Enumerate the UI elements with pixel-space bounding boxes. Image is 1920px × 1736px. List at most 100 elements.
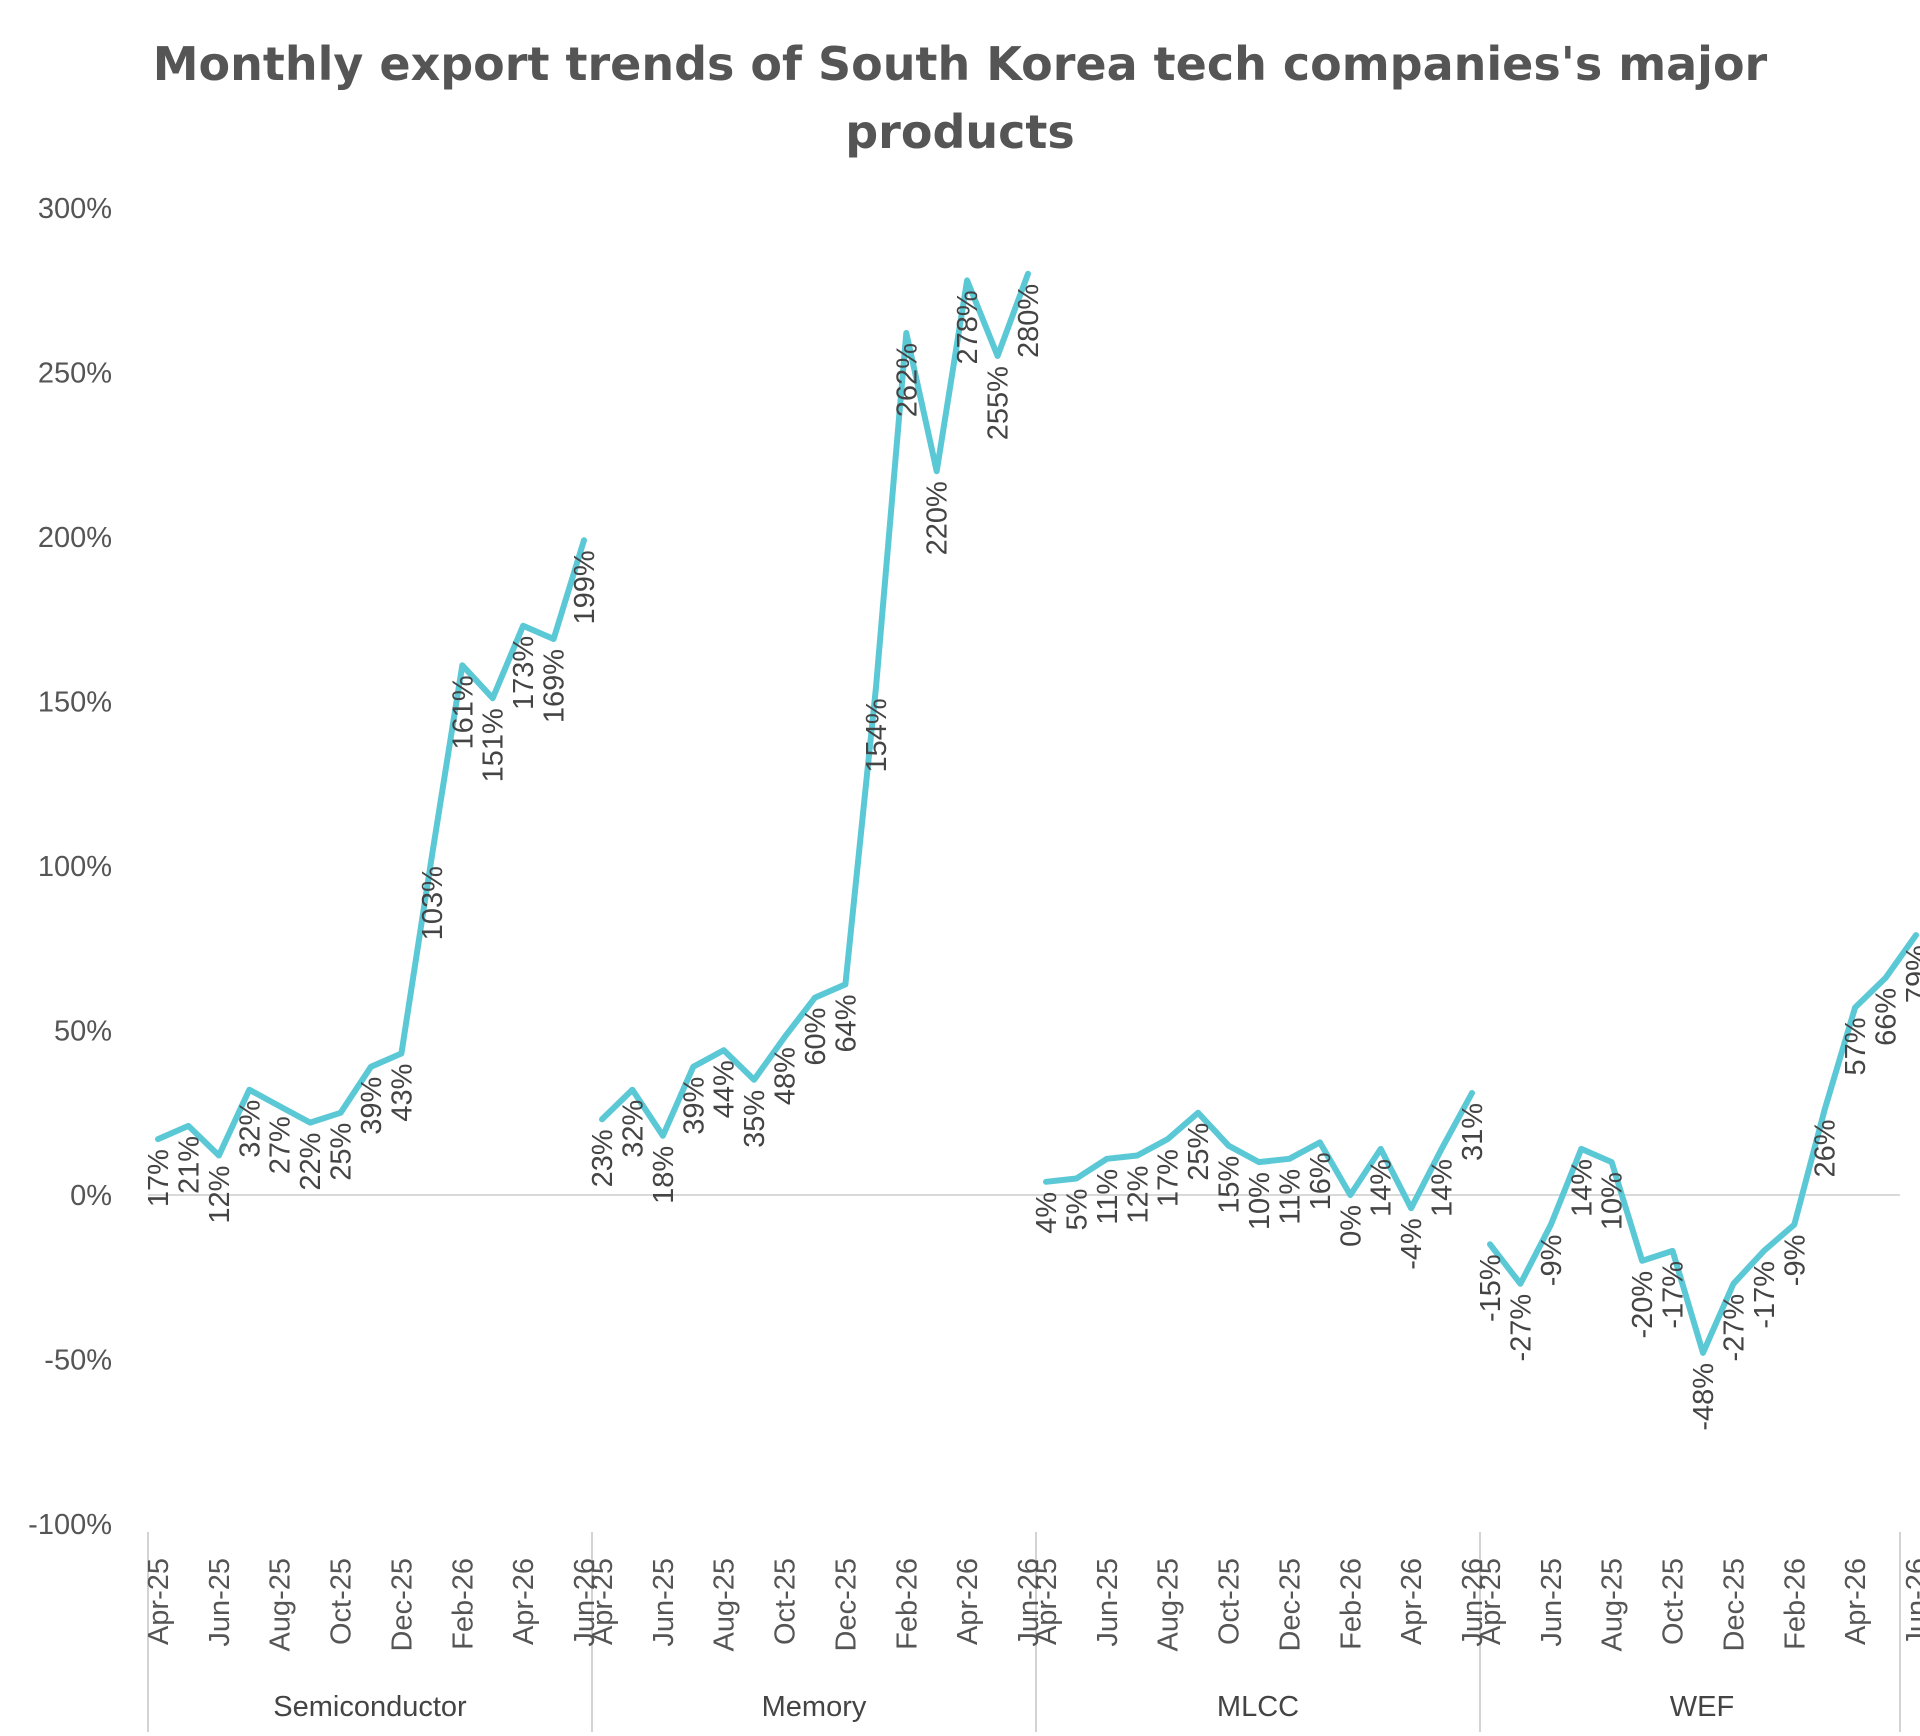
data-label: 169% <box>539 649 571 723</box>
x-tick-label: Jun-25 <box>1092 1558 1124 1647</box>
data-label: 17% <box>143 1149 175 1207</box>
data-label: 16% <box>1305 1152 1337 1210</box>
data-point <box>521 624 525 628</box>
data-label: 14% <box>1366 1159 1398 1217</box>
x-tick-label: Apr-25 <box>143 1558 175 1645</box>
data-label: 173% <box>508 636 540 710</box>
x-tick-label: Dec-25 <box>1274 1558 1306 1652</box>
data-label: 103% <box>417 866 449 940</box>
data-label: 25% <box>1183 1123 1215 1181</box>
data-point <box>1044 1180 1048 1184</box>
data-point <box>1914 933 1918 937</box>
data-label: -15% <box>1475 1254 1507 1322</box>
y-tick-label: 50% <box>54 1016 112 1048</box>
data-label: 44% <box>709 1060 741 1118</box>
data-label: 66% <box>1871 988 1903 1046</box>
x-tick-label: Feb-26 <box>891 1558 923 1650</box>
data-point <box>1792 1223 1796 1227</box>
data-label: 10% <box>1244 1172 1276 1230</box>
data-label: 25% <box>326 1123 358 1181</box>
x-tick-label: Jun-26 <box>1457 1558 1489 1647</box>
x-tick-label: Apr-25 <box>1031 1558 1063 1645</box>
x-tick-label: Oct-25 <box>1214 1558 1246 1645</box>
chart-title-line-2: products <box>845 105 1075 159</box>
data-label: 21% <box>173 1136 205 1194</box>
data-label: 60% <box>800 1008 832 1066</box>
data-point <box>460 663 464 667</box>
x-tick-label: Dec-25 <box>830 1558 862 1652</box>
data-point <box>1731 1282 1735 1286</box>
data-label: 255% <box>983 366 1015 440</box>
data-point <box>1640 1259 1644 1263</box>
data-point <box>935 469 939 473</box>
data-point <box>308 1121 312 1125</box>
data-point <box>1440 1147 1444 1151</box>
data-point <box>1853 1005 1857 1009</box>
data-label: 262% <box>891 343 923 417</box>
x-tick-label: Jun-25 <box>648 1558 680 1647</box>
data-label: 64% <box>830 994 862 1052</box>
data-label: 26% <box>1810 1119 1842 1177</box>
data-point <box>1227 1144 1231 1148</box>
data-label: 27% <box>265 1116 297 1174</box>
data-label: 278% <box>952 290 984 364</box>
y-tick-label: 0% <box>70 1180 112 1212</box>
x-tick-label: Feb-26 <box>447 1558 479 1650</box>
y-tick-label: -100% <box>28 1509 112 1541</box>
data-label: 0% <box>1335 1205 1367 1247</box>
data-point <box>1579 1147 1583 1151</box>
plot-area: 17%21%12%32%27%22%25%39%43%103%161%151%1… <box>143 270 1920 1431</box>
data-point <box>217 1154 221 1158</box>
data-point <box>430 854 434 858</box>
data-label: 15% <box>1214 1156 1246 1214</box>
data-label: 11% <box>1092 1169 1124 1225</box>
data-point <box>339 1111 343 1115</box>
data-point <box>1135 1154 1139 1158</box>
x-tick-label: Oct-25 <box>326 1558 358 1645</box>
x-tick-label: Jun-26 <box>1901 1558 1920 1647</box>
data-point <box>1518 1282 1522 1286</box>
data-point <box>1196 1111 1200 1115</box>
data-point <box>552 637 556 641</box>
data-label: 4% <box>1031 1192 1063 1234</box>
data-label: 14% <box>1566 1159 1598 1217</box>
x-tick-label: Jun-25 <box>204 1558 236 1647</box>
data-label: 39% <box>356 1077 388 1135</box>
data-point <box>156 1137 160 1141</box>
data-label: 161% <box>447 675 479 749</box>
data-label: 12% <box>1122 1166 1154 1224</box>
data-point <box>1318 1140 1322 1144</box>
data-label: 151% <box>478 708 510 782</box>
data-point <box>1026 272 1030 276</box>
x-tick-label: Jun-26 <box>569 1558 601 1647</box>
data-label: 48% <box>770 1047 802 1105</box>
data-label: -27% <box>1505 1294 1537 1362</box>
x-tick-label: Apr-25 <box>1475 1558 1507 1645</box>
data-point <box>600 1117 604 1121</box>
y-tick-label: -50% <box>44 1345 112 1377</box>
data-label: 31% <box>1457 1103 1489 1161</box>
y-axis: -100% -50% 0% 50% 100% 150% 200% 250% 300% <box>28 193 112 1541</box>
data-point <box>752 1078 756 1082</box>
x-tick-label: Jun-26 <box>1013 1558 1045 1647</box>
data-point <box>630 1088 634 1092</box>
data-label: 32% <box>617 1100 649 1158</box>
x-tick-label: Apr-26 <box>1840 1558 1872 1645</box>
data-label: 154% <box>861 698 893 772</box>
series-line-wef <box>1487 932 1919 1356</box>
y-tick-label: 200% <box>38 522 112 554</box>
group-label: Semiconductor <box>273 1691 467 1723</box>
data-label: -20% <box>1627 1271 1659 1339</box>
data-label: 12% <box>204 1166 236 1224</box>
data-point <box>1166 1137 1170 1141</box>
data-point <box>783 1035 787 1039</box>
data-label: -9% <box>1779 1235 1811 1287</box>
x-tick-label: Aug-25 <box>1153 1558 1185 1652</box>
group-label: Memory <box>762 1691 867 1723</box>
data-point <box>996 354 1000 358</box>
data-label: 10% <box>1597 1172 1629 1230</box>
data-point <box>965 278 969 282</box>
data-label: -17% <box>1749 1261 1781 1329</box>
